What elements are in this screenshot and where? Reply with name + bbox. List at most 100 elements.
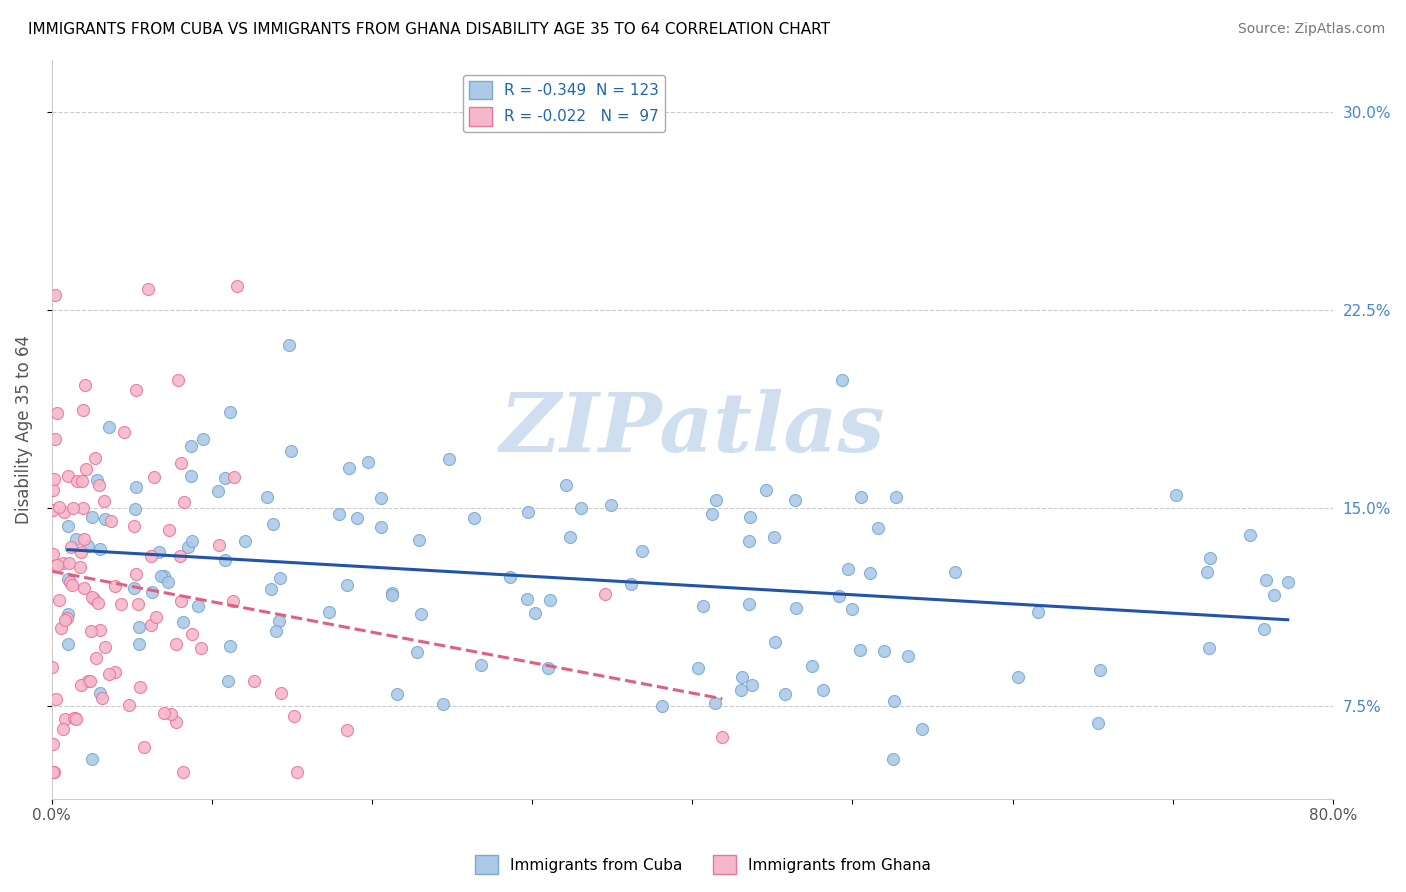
Point: [370, 520, 392, 534]
Point: [165, 714, 187, 729]
Point: [42, 765, 65, 780]
Text: Source: ZipAtlas.com: Source: ZipAtlas.com: [1237, 22, 1385, 37]
Point: [285, 765, 308, 780]
Point: [173, 495, 195, 509]
Point: [499, 570, 522, 584]
Point: [82, 590, 104, 604]
Point: [112, 425, 135, 440]
Point: [336, 723, 359, 737]
Point: [169, 549, 191, 563]
Point: [1253, 622, 1275, 636]
Point: [170, 456, 193, 470]
Point: [280, 443, 302, 458]
Point: [87, 595, 110, 609]
Point: [70, 474, 93, 488]
Point: [170, 593, 193, 607]
Point: [172, 765, 194, 780]
Point: [42, 737, 65, 751]
Point: [599, 498, 621, 512]
Point: [94, 511, 117, 525]
Point: [180, 626, 202, 640]
Point: [437, 452, 460, 467]
Point: [191, 432, 214, 446]
Point: [763, 635, 786, 649]
Point: [69, 545, 91, 559]
Point: [70, 678, 93, 692]
Point: [128, 637, 150, 651]
Point: [555, 478, 578, 492]
Point: [65, 532, 87, 546]
Point: [1088, 663, 1111, 677]
Point: [337, 460, 360, 475]
Point: [558, 530, 581, 544]
Point: [800, 658, 823, 673]
Point: [124, 502, 146, 516]
Text: ZIPatlas: ZIPatlas: [499, 389, 884, 469]
Point: [1195, 565, 1218, 579]
Point: [1198, 641, 1220, 656]
Point: [138, 282, 160, 296]
Point: [42, 547, 65, 561]
Point: [267, 614, 290, 628]
Point: [165, 637, 187, 651]
Point: [143, 470, 166, 484]
Point: [1263, 588, 1285, 602]
Point: [219, 639, 242, 653]
Point: [124, 581, 146, 595]
Point: [52, 722, 75, 736]
Point: [866, 521, 889, 535]
Point: [42, 765, 65, 780]
Point: [44, 287, 66, 301]
Point: [180, 439, 202, 453]
Point: [357, 455, 380, 469]
Point: [381, 585, 404, 599]
Point: [72, 500, 94, 515]
Point: [1239, 527, 1261, 541]
Point: [62, 711, 84, 725]
Point: [82, 752, 104, 766]
Point: [127, 597, 149, 611]
Point: [153, 706, 176, 721]
Point: [75, 462, 97, 476]
Point: [89, 685, 111, 699]
Point: [66, 474, 89, 488]
Point: [125, 567, 148, 582]
Point: [53, 712, 76, 726]
Point: [58, 468, 80, 483]
Point: [100, 514, 122, 528]
Point: [266, 624, 288, 638]
Point: [217, 674, 239, 689]
Point: [884, 490, 907, 504]
Point: [408, 533, 430, 548]
Point: [129, 680, 152, 694]
Point: [346, 511, 368, 525]
Point: [125, 384, 148, 398]
Point: [46, 406, 69, 420]
Point: [785, 492, 807, 507]
Point: [157, 574, 180, 589]
Point: [262, 517, 284, 532]
Point: [89, 542, 111, 557]
Point: [620, 577, 643, 591]
Point: [943, 566, 966, 580]
Point: [62, 501, 84, 516]
Point: [94, 640, 117, 654]
Point: [172, 615, 194, 629]
Point: [336, 578, 359, 592]
Point: [93, 494, 115, 508]
Point: [134, 739, 156, 754]
Point: [157, 523, 180, 537]
Point: [222, 593, 245, 607]
Point: [128, 620, 150, 634]
Point: [80, 624, 103, 639]
Point: [537, 661, 560, 675]
Point: [59, 574, 82, 589]
Point: [176, 540, 198, 554]
Point: [45, 692, 67, 706]
Point: [52, 556, 75, 570]
Point: [256, 490, 278, 504]
Point: [86, 473, 108, 487]
Point: [283, 709, 305, 723]
Point: [704, 696, 727, 710]
Point: [1277, 575, 1299, 590]
